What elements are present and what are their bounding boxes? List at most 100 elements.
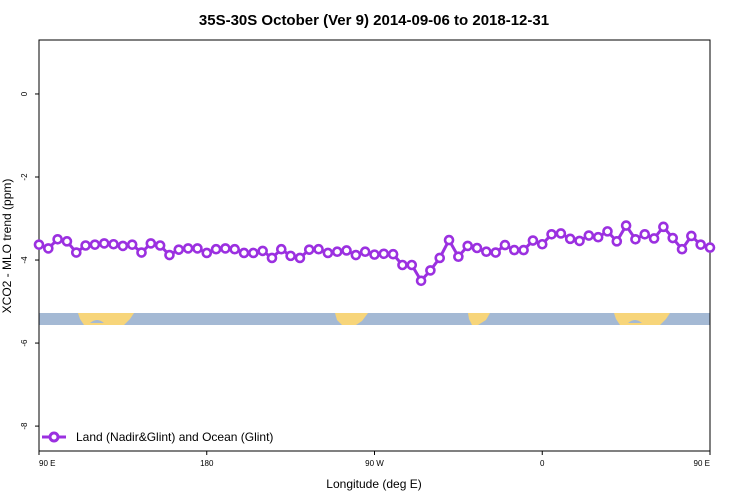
legend-marker bbox=[48, 431, 60, 443]
legend: Land (Nadir&Glint) and Ocean (Glint) bbox=[42, 430, 273, 444]
data-point bbox=[294, 252, 306, 264]
land-australia bbox=[78, 313, 134, 325]
data-point bbox=[704, 242, 716, 253]
data-point bbox=[285, 250, 296, 262]
data-point bbox=[639, 228, 651, 240]
y-tick-label: -8 bbox=[20, 422, 29, 430]
data-point bbox=[164, 249, 175, 261]
data-point bbox=[266, 252, 278, 264]
data-point bbox=[434, 252, 446, 264]
data-point bbox=[341, 245, 352, 256]
data-point bbox=[43, 243, 54, 254]
data-point bbox=[574, 235, 585, 247]
data-point bbox=[481, 246, 492, 258]
data-point bbox=[117, 240, 129, 252]
data-point bbox=[61, 236, 73, 247]
data-point bbox=[536, 238, 548, 250]
data-point bbox=[98, 238, 110, 249]
y-tick-label: -4 bbox=[20, 256, 29, 264]
data-point bbox=[425, 265, 436, 276]
data-point bbox=[518, 244, 529, 256]
data-point bbox=[397, 259, 408, 271]
data-point bbox=[229, 243, 241, 255]
data-point bbox=[108, 238, 119, 250]
land-south-africa bbox=[468, 313, 490, 325]
y-tick-label: -2 bbox=[20, 173, 29, 181]
data-point bbox=[126, 239, 138, 250]
data-point bbox=[620, 220, 632, 231]
land-australia-repeat-shade bbox=[628, 320, 642, 323]
data-point bbox=[546, 228, 557, 240]
data-point bbox=[52, 233, 63, 245]
data-point bbox=[313, 243, 324, 255]
y-axis-label: XCO2 - MLO trend (ppm) bbox=[0, 179, 14, 314]
data-point bbox=[378, 248, 390, 260]
data-point bbox=[508, 244, 520, 256]
data-point bbox=[415, 275, 427, 287]
data-point bbox=[182, 243, 194, 254]
data-point bbox=[592, 231, 604, 243]
data-point bbox=[331, 246, 343, 258]
data-point bbox=[350, 249, 362, 261]
x-tick-label: 180 bbox=[200, 459, 214, 468]
data-point bbox=[238, 247, 250, 259]
data-point bbox=[490, 247, 501, 258]
data-point bbox=[611, 236, 623, 247]
x-tick-label: 90 E bbox=[39, 459, 55, 468]
data-point bbox=[220, 243, 231, 254]
data-point bbox=[248, 247, 259, 259]
data-point bbox=[686, 230, 697, 242]
land-australia-repeat bbox=[614, 313, 670, 325]
data-point bbox=[499, 239, 511, 251]
data-point bbox=[453, 251, 464, 263]
data-point bbox=[192, 243, 203, 254]
data-point bbox=[583, 230, 595, 241]
data-point bbox=[527, 235, 539, 246]
y-axis: 0 -2 -4 -6 -8 bbox=[20, 91, 39, 430]
x-axis: 90 E 180 90 W 0 90 E bbox=[38, 451, 711, 468]
plot-frame bbox=[38, 39, 711, 452]
data-point bbox=[462, 240, 473, 252]
x-tick-label: 0 bbox=[540, 459, 545, 468]
data-point bbox=[89, 239, 101, 250]
data-point bbox=[555, 228, 567, 239]
data-point bbox=[667, 232, 679, 244]
data-point bbox=[154, 240, 166, 251]
series-layer bbox=[33, 220, 716, 287]
data-point bbox=[322, 247, 334, 259]
data-point bbox=[602, 226, 613, 237]
data-point bbox=[443, 234, 455, 246]
y-tick-label: 0 bbox=[20, 91, 29, 96]
chart-title: 35S-30S October (Ver 9) 2014-09-06 to 20… bbox=[199, 12, 549, 29]
data-point bbox=[648, 233, 660, 244]
data-point bbox=[136, 247, 147, 258]
x-tick-label: 90 W bbox=[365, 459, 384, 468]
land-australia-shade bbox=[90, 320, 104, 323]
legend-label: Land (Nadir&Glint) and Ocean (Glint) bbox=[76, 430, 273, 444]
data-point bbox=[145, 238, 157, 249]
data-point bbox=[695, 239, 706, 250]
data-point bbox=[70, 247, 82, 258]
x-axis-label: Longitude (deg E) bbox=[326, 477, 421, 491]
data-point bbox=[387, 248, 399, 260]
y-tick-label: -6 bbox=[20, 339, 29, 347]
data-point bbox=[406, 259, 418, 271]
data-point bbox=[173, 244, 185, 255]
data-point bbox=[676, 243, 688, 255]
data-point bbox=[210, 243, 222, 255]
x-tick-label: 90 E bbox=[694, 459, 710, 468]
data-point bbox=[80, 240, 91, 251]
data-point bbox=[471, 242, 483, 254]
data-point bbox=[303, 244, 315, 255]
data-point bbox=[564, 233, 576, 245]
ocean-band bbox=[39, 313, 710, 325]
data-point bbox=[257, 245, 268, 257]
data-point bbox=[201, 247, 213, 259]
data-point bbox=[630, 233, 641, 245]
data-point bbox=[369, 249, 380, 260]
continent-strip bbox=[39, 313, 710, 325]
land-south-america bbox=[335, 313, 368, 325]
data-point bbox=[33, 239, 45, 250]
data-point bbox=[658, 221, 669, 233]
